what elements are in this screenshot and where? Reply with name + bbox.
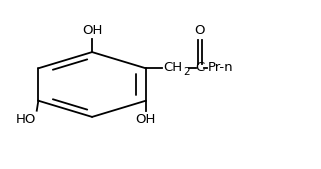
Text: C: C <box>195 61 204 74</box>
Text: OH: OH <box>82 24 102 37</box>
Text: O: O <box>195 24 205 37</box>
Text: CH: CH <box>163 61 182 74</box>
Text: HO: HO <box>15 113 36 126</box>
Text: OH: OH <box>136 113 156 126</box>
Text: Pr-n: Pr-n <box>208 61 233 74</box>
Text: 2: 2 <box>183 67 190 77</box>
